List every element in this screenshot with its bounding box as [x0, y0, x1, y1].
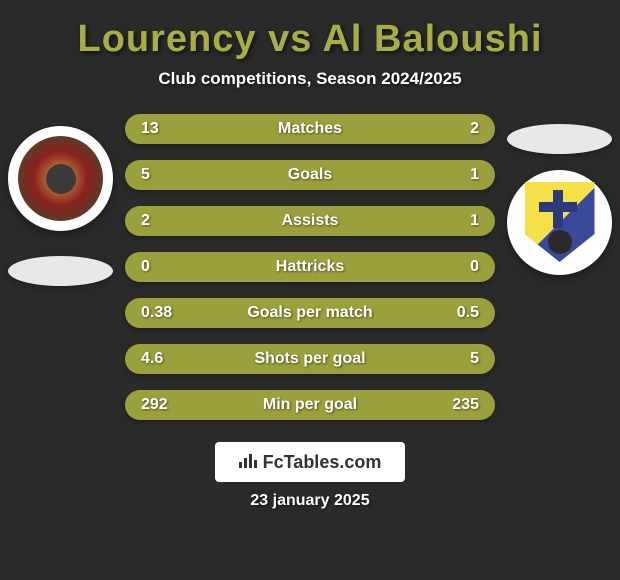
season-subtitle: Club competitions, Season 2024/2025	[0, 69, 620, 89]
stat-row: 2 Assists 1	[125, 206, 495, 236]
stat-row: 292 Min per goal 235	[125, 390, 495, 420]
page-title: Lourency vs Al Baloushi	[0, 18, 620, 61]
chart-icon	[239, 452, 257, 473]
comparison-card: Lourency vs Al Baloushi Club competition…	[0, 0, 620, 580]
stat-right-value: 0.5	[439, 304, 479, 322]
stat-label: Min per goal	[263, 396, 357, 414]
brand-box[interactable]: FcTables.com	[215, 442, 405, 482]
stat-right-value: 2	[439, 120, 479, 138]
stat-label: Assists	[282, 212, 339, 230]
stat-right-value: 1	[439, 166, 479, 184]
stat-row: 4.6 Shots per goal 5	[125, 344, 495, 374]
stat-left-value: 0	[141, 258, 181, 276]
stat-left-value: 292	[141, 396, 181, 414]
stat-left-value: 13	[141, 120, 181, 138]
stat-right-value: 235	[439, 396, 479, 414]
stat-left-value: 0.38	[141, 304, 181, 322]
stat-right-value: 5	[439, 350, 479, 368]
brand-label: FcTables.com	[263, 452, 382, 473]
stat-row: 5 Goals 1	[125, 160, 495, 190]
stat-label: Hattricks	[276, 258, 344, 276]
stat-left-value: 2	[141, 212, 181, 230]
stat-right-value: 1	[439, 212, 479, 230]
stat-row: 0 Hattricks 0	[125, 252, 495, 282]
stat-left-value: 4.6	[141, 350, 181, 368]
stat-label: Goals	[288, 166, 332, 184]
stat-left-value: 5	[141, 166, 181, 184]
stat-row: 0.38 Goals per match 0.5	[125, 298, 495, 328]
stat-row: 13 Matches 2	[125, 114, 495, 144]
stat-label: Matches	[278, 120, 342, 138]
stat-label: Shots per goal	[254, 350, 365, 368]
stat-label: Goals per match	[247, 304, 372, 322]
stat-right-value: 0	[439, 258, 479, 276]
date-label: 23 january 2025	[0, 492, 620, 510]
stats-list: 13 Matches 2 5 Goals 1 2 Assists 1 0 Hat…	[0, 114, 620, 420]
